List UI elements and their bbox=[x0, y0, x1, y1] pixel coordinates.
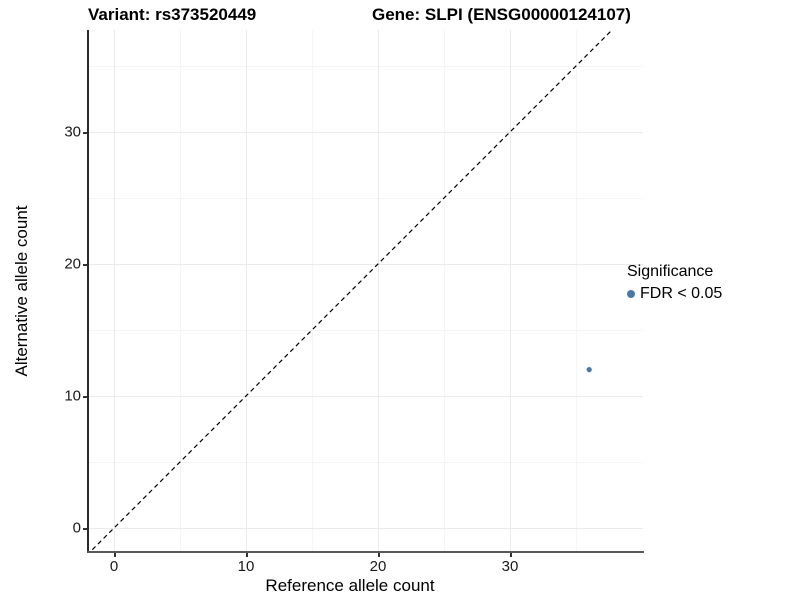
major-gridline-x bbox=[378, 30, 379, 552]
identity-dashed-line bbox=[89, 30, 613, 552]
y-tick-label: 10 bbox=[64, 387, 81, 405]
plot-title-variant: Variant: rs373520449 bbox=[88, 5, 257, 24]
data-point bbox=[586, 367, 592, 373]
legend-point-icon bbox=[627, 290, 635, 298]
major-gridline-x bbox=[114, 30, 115, 552]
x-tick-label: 0 bbox=[109, 558, 119, 575]
x-tick-mark bbox=[246, 553, 248, 557]
major-gridline-y bbox=[88, 528, 643, 529]
y-tick-label: 30 bbox=[64, 123, 81, 141]
plot-panel bbox=[88, 30, 643, 552]
y-tick-label: 20 bbox=[64, 255, 81, 273]
major-gridline-y bbox=[88, 396, 643, 397]
y-tick-label: 0 bbox=[72, 519, 81, 537]
x-tick-label: 30 bbox=[501, 558, 519, 575]
major-gridline-y bbox=[88, 132, 643, 133]
minor-gridline-x bbox=[180, 30, 181, 552]
minor-gridline-y bbox=[88, 330, 643, 331]
minor-gridline-x bbox=[576, 30, 577, 552]
chart-layer bbox=[89, 30, 613, 552]
x-tick-mark bbox=[114, 553, 116, 557]
major-gridline-x bbox=[246, 30, 247, 552]
minor-gridline-y bbox=[88, 66, 643, 67]
x-tick-label: 10 bbox=[237, 558, 255, 575]
minor-gridline-x bbox=[444, 30, 445, 552]
major-gridline-y bbox=[88, 264, 643, 265]
legend-items: FDR < 0.05 bbox=[627, 285, 722, 303]
legend-title: Significance bbox=[627, 263, 714, 280]
legend-item: FDR < 0.05 bbox=[627, 285, 722, 303]
y-tick-mark bbox=[83, 264, 87, 266]
x-axis-line bbox=[86, 551, 644, 553]
y-tick-mark bbox=[83, 396, 87, 398]
x-tick-mark bbox=[510, 553, 512, 557]
y-tick-mark bbox=[83, 528, 87, 530]
y-tick-mark bbox=[83, 132, 87, 134]
major-gridline-x bbox=[510, 30, 511, 552]
minor-gridline-y bbox=[88, 462, 643, 463]
x-axis-title: Reference allele count bbox=[265, 576, 435, 595]
x-tick-mark bbox=[378, 553, 380, 557]
y-axis-title: Alternative allele count bbox=[12, 205, 31, 377]
minor-gridline-y bbox=[88, 198, 643, 199]
y-axis-line bbox=[87, 30, 89, 553]
legend-item-label: FDR < 0.05 bbox=[640, 285, 723, 302]
x-tick-label: 20 bbox=[369, 558, 387, 575]
plot-title-gene: Gene: SLPI (ENSG00000124107) bbox=[372, 5, 631, 24]
minor-gridline-x bbox=[312, 30, 313, 552]
legend: Significance FDR < 0.05 bbox=[627, 263, 722, 303]
